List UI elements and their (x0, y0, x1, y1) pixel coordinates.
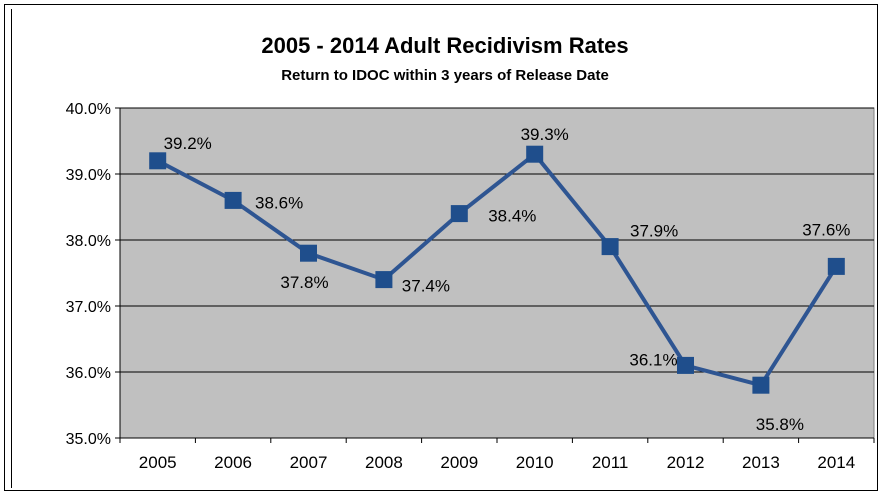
data-point-marker (752, 376, 770, 394)
x-tick-label: 2010 (516, 453, 554, 472)
chart-frame-inner (11, 9, 873, 488)
data-label: 38.6% (255, 193, 303, 212)
x-tick-label: 2007 (290, 453, 328, 472)
data-label: 39.3% (521, 125, 569, 144)
series-line-group (156, 152, 838, 388)
x-tick-label: 2005 (139, 453, 177, 472)
data-label: 37.8% (280, 273, 328, 292)
data-label: 35.8% (756, 415, 804, 434)
chart-title: 2005 - 2014 Adult Recidivism Rates (261, 33, 628, 58)
data-label: 37.6% (802, 220, 850, 239)
series-line (156, 152, 838, 388)
data-label: 39.2% (164, 134, 212, 153)
y-tick-label: 39.0% (66, 167, 111, 184)
data-point-marker (677, 356, 694, 374)
x-tick-label: 2009 (440, 453, 478, 472)
chart-subtitle: Return to IDOC within 3 years of Release… (281, 67, 609, 84)
data-point-marker (300, 244, 317, 262)
y-tick-label: 40.0% (66, 101, 111, 118)
data-label: 37.9% (630, 222, 678, 241)
x-axis-ticks: 2005 2006 2007 2008 2009 2010 2011 2012 2013 2014 (119, 438, 875, 472)
y-tick-label: 35.0% (66, 431, 111, 448)
data-label: 38.4% (488, 207, 536, 226)
y-tick-label: 36.0% (66, 365, 111, 382)
y-tick-label: 38.0% (66, 233, 111, 250)
data-label: 36.1% (629, 350, 677, 369)
data-point-marker (827, 257, 845, 275)
x-tick-label: 2012 (667, 453, 705, 472)
x-tick-label: 2013 (742, 453, 780, 472)
data-label-group: 39.2% 38.6% 37.8% 37.4% 38.4% 39.3% 37.9% 36.1%… (164, 125, 851, 434)
x-tick-label: 2006 (214, 453, 252, 472)
x-tick-label: 2008 (365, 453, 403, 472)
gridlines (120, 107, 874, 373)
data-point-marker (526, 145, 544, 163)
data-point-marker (149, 152, 167, 170)
data-point-marker (224, 191, 242, 209)
x-tick-label: 2014 (817, 453, 855, 472)
data-point-marker (450, 205, 468, 223)
y-axis-ticks: 35.0% 36.0% 37.0% 38.0% 39.0% 40.0% (66, 101, 120, 448)
marker-group (149, 145, 845, 394)
data-point-marker (601, 238, 619, 256)
y-tick-label: 37.0% (66, 299, 111, 316)
x-tick-label: 2011 (592, 453, 629, 472)
data-label: 37.4% (402, 277, 450, 296)
data-point-marker (375, 271, 393, 289)
